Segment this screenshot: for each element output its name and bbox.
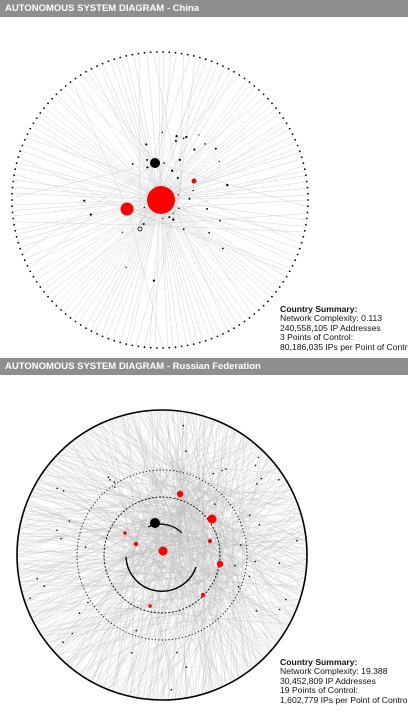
china-control-point-minor xyxy=(191,178,197,184)
russia-node-ring-middle xyxy=(103,496,221,614)
russia-network-diagram xyxy=(16,409,308,701)
russia-control-point-2 xyxy=(176,490,184,498)
china-ips-per-point: 80,186,035 IPs per Point of Control xyxy=(280,341,408,352)
china-panel: AUTONOMOUS SYSTEM DIAGRAM - China Countr… xyxy=(0,0,408,356)
russia-control-point-6 xyxy=(200,592,206,598)
russia-edges xyxy=(16,409,308,701)
china-network-diagram xyxy=(11,51,309,349)
russia-panel: AUTONOMOUS SYSTEM DIAGRAM - Russian Fede… xyxy=(0,358,408,716)
china-hollow-node xyxy=(137,226,143,232)
russia-network-complexity: Network Complexity: 19.388 xyxy=(280,666,388,677)
russia-control-point-7 xyxy=(208,539,212,543)
china-black-hub xyxy=(150,158,160,168)
china-inner-nodes xyxy=(83,131,229,282)
russia-black-hub xyxy=(150,518,160,528)
china-peripheral-nodes xyxy=(11,51,309,349)
russia-ip-addresses: 30,452,809 IP Addresses xyxy=(280,675,376,686)
china-country-summary: Country Summary: Network Complexity: 0.1… xyxy=(280,304,408,352)
china-ip-addresses: 240,558,105 IP Addresses xyxy=(280,322,381,333)
russia-points-of-control: 19 Points of Control: xyxy=(280,685,358,696)
russia-control-point-8 xyxy=(148,604,152,608)
russia-country-summary: Country Summary: Network Complexity: 19.… xyxy=(280,657,408,705)
russia-control-point-1 xyxy=(158,546,168,556)
china-control-point-secondary xyxy=(120,202,134,216)
russia-scattered-nodes xyxy=(29,424,298,691)
russia-control-point-3 xyxy=(207,514,217,524)
russia-control-point-4 xyxy=(216,560,224,568)
russia-inner-arc xyxy=(125,556,197,592)
russia-ips-per-point: 1,602,779 IPs per Point of Control xyxy=(280,694,408,705)
china-points-of-control: 3 Points of Control: xyxy=(280,332,354,343)
russia-node-ring-outer xyxy=(76,469,248,641)
china-summary-heading: Country Summary: xyxy=(280,304,358,314)
russia-control-point-5 xyxy=(133,541,139,547)
china-network-complexity: Network Complexity: 0.113 xyxy=(280,313,383,324)
russia-outer-ring xyxy=(16,409,308,701)
china-title-bar: AUTONOMOUS SYSTEM DIAGRAM - China xyxy=(0,0,408,17)
russia-control-point-9 xyxy=(123,531,127,535)
china-control-point-major xyxy=(147,186,175,214)
russia-summary-heading: Country Summary: xyxy=(280,657,358,667)
russia-title-bar: AUTONOMOUS SYSTEM DIAGRAM - Russian Fede… xyxy=(0,358,408,375)
